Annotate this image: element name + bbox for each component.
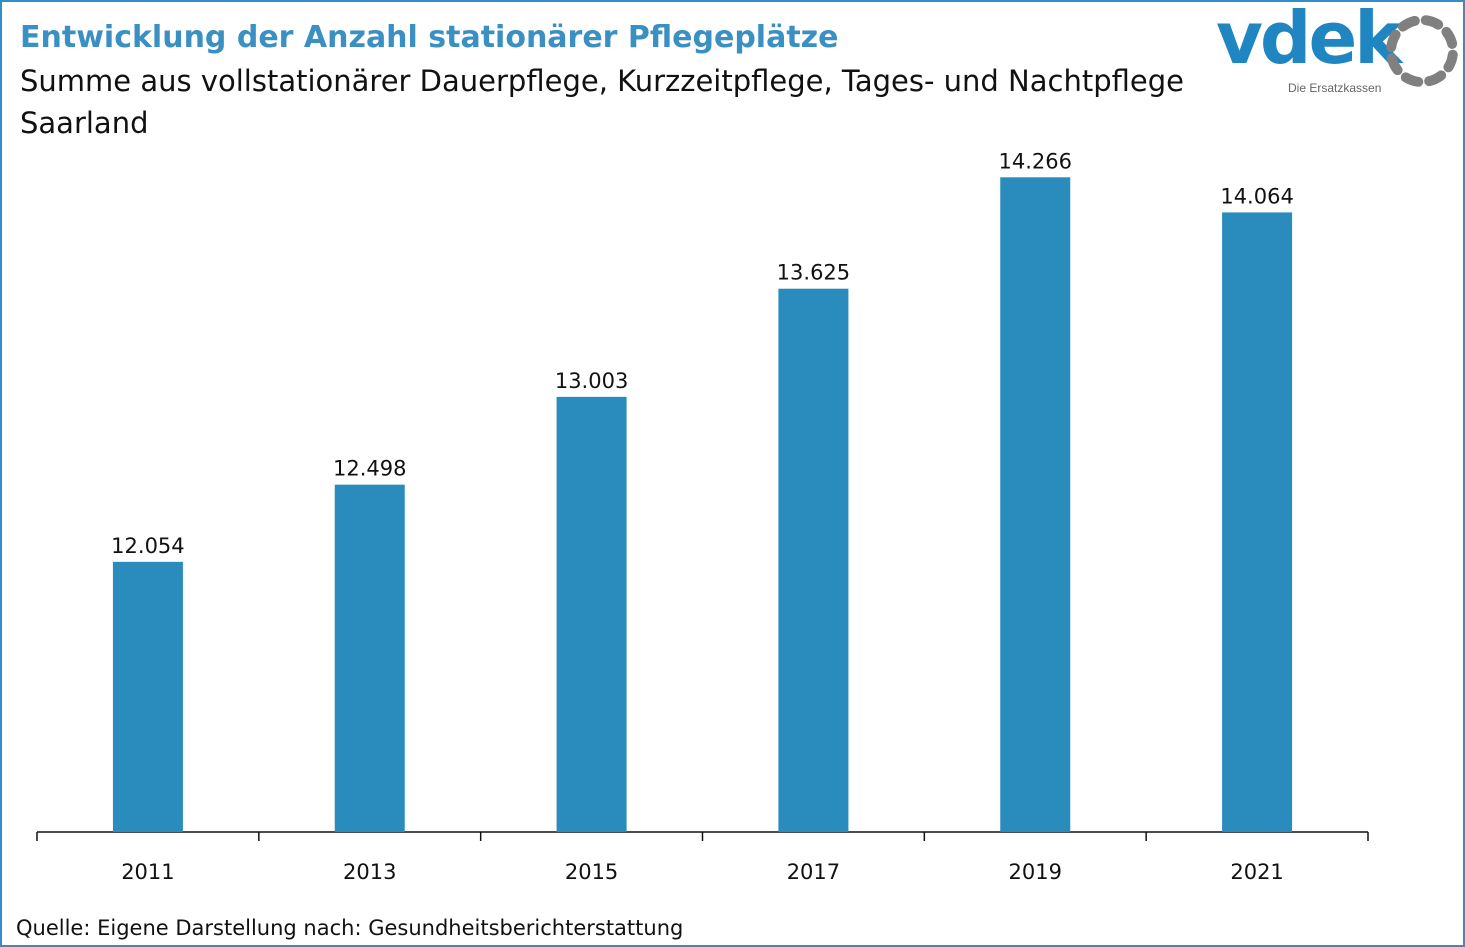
logo-tagline: Die Ersatzkassen (1288, 81, 1382, 95)
chart-region: Saarland (20, 106, 149, 140)
logo-ring-segment (1400, 72, 1424, 87)
logo-ring-segment (1397, 15, 1420, 32)
source-note: Quelle: Eigene Darstellung nach: Gesundh… (16, 916, 684, 940)
logo-ring-icon (1386, 15, 1458, 87)
x-tick-label-2011: 2011 (121, 860, 174, 884)
bar-2019 (1000, 177, 1071, 833)
data-label-2015: 13.003 (555, 369, 628, 393)
chart-subtitle: Summe aus vollstationärer Dauerpflege, K… (20, 64, 1184, 98)
logo-ring-segment (1386, 29, 1401, 53)
bar-2015 (556, 396, 627, 832)
x-tick-label-2021: 2021 (1230, 860, 1283, 884)
chart-title: Entwicklung der Anzahl stationärer Pfleg… (20, 20, 839, 55)
logo-wordmark: vdek (1216, 0, 1402, 80)
x-tick-label-2015: 2015 (565, 860, 618, 884)
data-label-2011: 12.054 (111, 534, 184, 558)
logo-ring-segment (1441, 26, 1458, 49)
vdek-logo: vdek Die Ersatzkassen (1212, 0, 1462, 102)
data-label-2019: 14.266 (999, 149, 1072, 173)
logo-ring-segment (1424, 70, 1447, 87)
bar-2013 (334, 484, 405, 832)
x-tick-label-2017: 2017 (787, 860, 840, 884)
logo-ring-segment (1420, 15, 1444, 30)
data-label-2017: 13.625 (777, 261, 850, 285)
logo-ring-segment (1386, 53, 1403, 76)
x-tick-label-2013: 2013 (343, 860, 396, 884)
bar-2017 (778, 288, 849, 832)
logo-ring-segment (1443, 49, 1458, 73)
bar-2021 (1222, 212, 1293, 832)
data-label-2013: 12.498 (333, 457, 406, 481)
data-label-2021: 14.064 (1220, 184, 1293, 208)
x-tick-label-2019: 2019 (1009, 860, 1062, 884)
bar-2011 (112, 561, 183, 832)
